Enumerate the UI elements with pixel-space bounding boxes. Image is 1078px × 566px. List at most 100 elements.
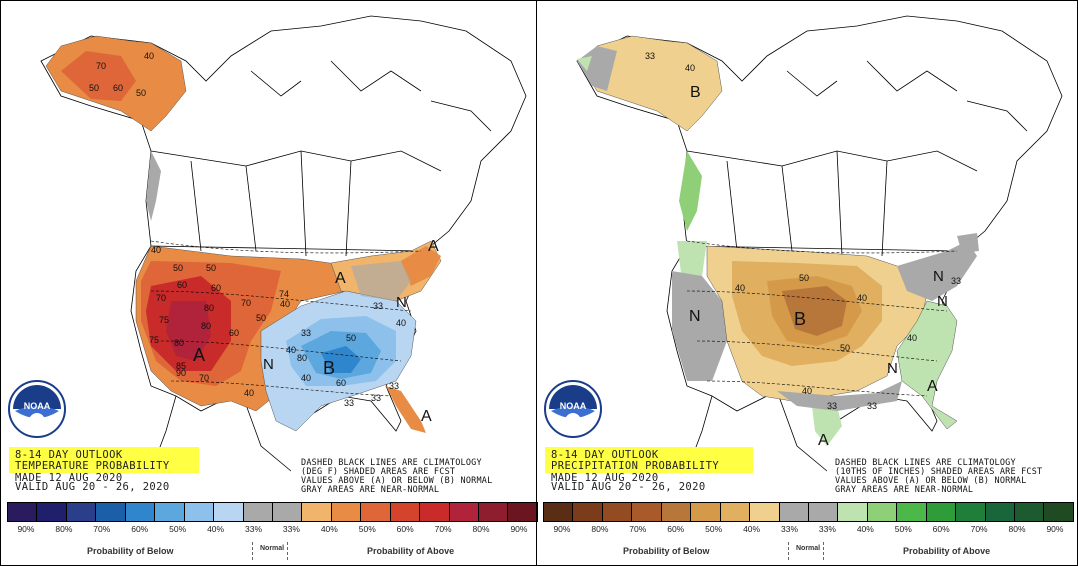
basemap-outline [40, 15, 527, 472]
scale-swatch [720, 503, 751, 521]
map-label: 33 [867, 401, 877, 411]
map-label-layer: B 40 33 B N N N N A A 50 40 33 40 33 40 … [645, 51, 961, 449]
map-label: 60 [336, 378, 346, 388]
southwest-above-80-region [166, 301, 211, 361]
probability-color-scale [7, 502, 538, 522]
northeast-near-normal-region [897, 241, 977, 301]
scale-divider [823, 542, 825, 560]
outlook-title: 8-14 DAY OUTLOOK [551, 449, 659, 461]
scale-tick: 60% [396, 524, 414, 534]
scale-tick: 33% [780, 524, 798, 534]
map-label: 33 [301, 328, 311, 338]
outlook-title: 8-14 DAY OUTLOOK [15, 449, 123, 461]
scale-swatch [808, 503, 839, 521]
scale-swatch [779, 503, 809, 521]
scale-swatch [66, 503, 97, 521]
map-label: 70 [199, 373, 209, 383]
map-label: N [263, 356, 274, 373]
map-label: 74 [279, 289, 289, 299]
map-label: 75 [149, 335, 159, 345]
scale-swatch [750, 503, 780, 521]
southeast-above-region [896, 300, 958, 430]
scale-tick-labels: 90% 80% 70% 60% 50% 40% 33% 33% 40% 50% … [7, 524, 538, 536]
made-date: MADE 12 AUG 2020 [551, 472, 659, 484]
map-label: N [396, 294, 407, 311]
florida-above-region [386, 386, 426, 433]
noaa-logo-icon: NOAA [8, 380, 66, 438]
map-label: 50 [256, 313, 266, 323]
scale-tick: 80% [55, 524, 73, 534]
map-label: 33 [645, 51, 655, 61]
map-label: 50 [89, 83, 99, 93]
scale-tick: 70% [970, 524, 988, 534]
scale-tick: 50% [169, 524, 187, 534]
climatology-note-3: VALUES ABOVE (A) OR BELOW (B) NORMAL [301, 476, 493, 486]
panel-divider [536, 0, 537, 566]
scale-tick: 60% [131, 524, 149, 534]
probability-title: TEMPERATURE PROBABILITY [15, 460, 170, 472]
near-normal-region [351, 261, 411, 301]
scale-tick: 90% [17, 524, 35, 534]
map-label: 60 [229, 328, 239, 338]
map-label: 33 [827, 401, 837, 411]
noaa-logo-text: NOAA [560, 401, 587, 411]
climatology-lines [150, 240, 422, 397]
map-label: 70 [96, 61, 106, 71]
alaska-below-region [581, 35, 723, 132]
map-label: N [887, 360, 898, 377]
temperature-panel: A A A A B N N 40 50 60 70 80 90 75 60 50… [1, 1, 539, 563]
scale-tick: 90% [1046, 524, 1064, 534]
south-texas-above-region [812, 406, 842, 446]
map-label: 80 [174, 338, 184, 348]
scale-swatch [331, 503, 362, 521]
pacific-nw-above-region [679, 151, 702, 231]
noaa-logo-text: NOAA [24, 401, 51, 411]
map-label: 70 [156, 293, 166, 303]
scale-swatch [390, 503, 421, 521]
northwest-above-region [677, 241, 707, 281]
climatology-note-1: DASHED BLACK LINES ARE CLIMATOLOGY [835, 458, 1016, 468]
title-box: 8-14 DAY OUTLOOK PRECIPITATION PROBABILI… [545, 447, 753, 473]
map-label: 33 [373, 301, 383, 311]
pacific-nw-near-normal-region [146, 151, 161, 221]
scale-tick: 33% [818, 524, 836, 534]
probability-color-scale [543, 502, 1074, 522]
scale-swatch [632, 503, 662, 521]
scale-tick: 40% [320, 524, 338, 534]
map-label: 75 [159, 315, 169, 325]
scale-tick-labels: 90% 80% 70% 60% 50% 40% 33% 33% 40% 50% … [543, 524, 1074, 536]
map-label: 40 [396, 318, 406, 328]
map-label: 90 [176, 368, 186, 378]
scale-tick: 80% [591, 524, 609, 534]
scale-swatch [661, 503, 692, 521]
temperature-map: A A A A B N N 40 50 60 70 80 90 75 60 50… [40, 15, 527, 472]
above-caption: Probability of Above [903, 546, 991, 556]
scale-tick: 70% [434, 524, 452, 534]
scale-tick: 70% [93, 524, 111, 534]
west-near-normal-region [672, 271, 727, 381]
map-label: A [428, 238, 439, 255]
scale-tick: 40% [856, 524, 874, 534]
valid-dates: VALID AUG 20 - 26, 2020 [551, 481, 706, 493]
climatology-note-4: GRAY AREAS ARE NEAR-NORMAL [835, 485, 974, 495]
scale-tick: 60% [667, 524, 685, 534]
climatology-lines [686, 240, 958, 397]
normal-caption: Normal [796, 545, 821, 552]
map-label: A [335, 270, 346, 287]
scale-swatch [184, 503, 215, 521]
scale-swatch [272, 503, 303, 521]
scale-divider [252, 542, 254, 560]
map-label: A [927, 378, 938, 395]
scale-swatch [214, 503, 244, 521]
scale-tick: 40% [207, 524, 225, 534]
scale-swatch [926, 503, 957, 521]
map-label: 40 [151, 245, 161, 255]
scale-swatch [8, 503, 38, 521]
scale-tick: 60% [932, 524, 950, 534]
title-box: 8-14 DAY OUTLOOK TEMPERATURE PROBABILITY [9, 447, 199, 473]
alaska-above-region [577, 56, 592, 71]
below-caption: Probability of Below [87, 546, 174, 556]
scale-swatch [125, 503, 156, 521]
scale-swatch [985, 503, 1015, 521]
scale-tick: 33% [244, 524, 262, 534]
